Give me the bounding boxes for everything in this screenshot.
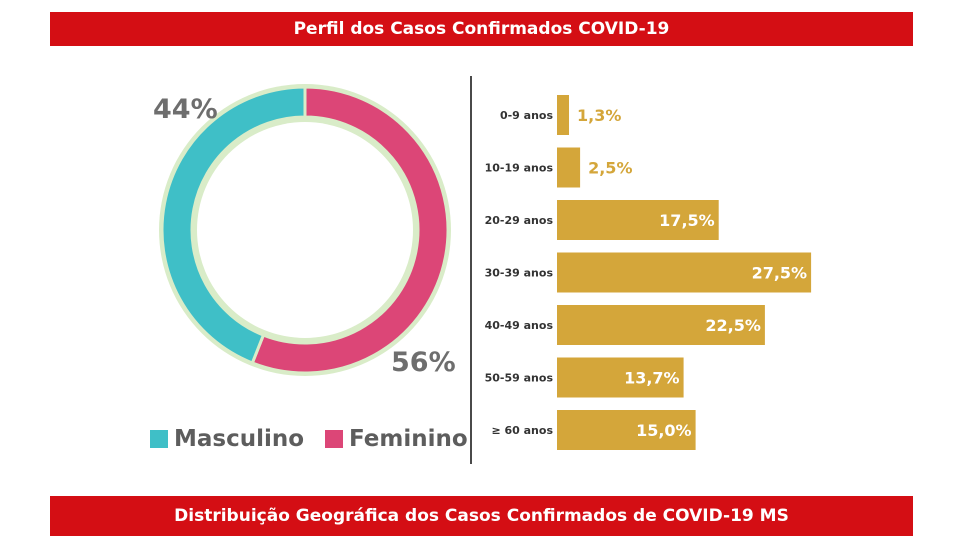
bar-value-label: 1,3% [577,106,621,125]
legend-label-feminino: Feminino [349,426,468,452]
header-banner: Perfil dos Casos Confirmados COVID-19 [50,12,913,46]
bar-value-label: 27,5% [752,264,808,283]
footer-banner: Distribuição Geográfica dos Casos Confir… [50,496,913,536]
donut-slice-feminino [250,85,450,375]
age-bar-chart: 0-9 anos 1,3% 10-19 anos 2,5% 20-29 anos 17,5… [485,95,812,450]
bar-category-label: 40-49 anos [485,319,554,332]
legend-item-feminino: Feminino [325,424,468,454]
age-bar [557,410,696,450]
age-bar [557,305,765,345]
bar-value-label: 13,7% [624,369,680,388]
bar-value-label: 15,0% [636,421,692,440]
header-title: Perfil dos Casos Confirmados COVID-19 [293,19,670,39]
bar-value-label: 17,5% [659,211,715,230]
bar-category-label: 50-59 anos [485,372,554,385]
footer-title: Distribuição Geográfica dos Casos Confir… [174,506,789,526]
bar-category-label: ≥ 60 anos [491,424,553,437]
feminino-percent-label: 56% [391,347,456,378]
bar-value-label: 22,5% [705,316,761,335]
age-bar [557,357,684,398]
age-bar [557,252,812,293]
bar-category-label: 10-19 anos [485,162,554,175]
gender-donut-chart [159,84,451,376]
masculino-percent-label: 44% [153,94,218,125]
legend-swatch-feminino [325,430,343,448]
age-bar [557,147,581,188]
bar-category-label: 30-39 anos [485,267,554,280]
age-bar [557,200,719,240]
age-bar [557,95,570,135]
bar-category-label: 20-29 anos [485,214,554,227]
legend-swatch-masculino [150,430,168,448]
donut-hole [197,122,413,338]
legend-label-masculino: Masculino [174,426,305,452]
donut-slice-masculino [160,85,307,365]
bar-value-label: 2,5% [588,159,632,178]
chart-divider [470,76,472,464]
legend-item-masculino: Masculino [150,424,304,454]
bar-category-label: 0-9 anos [500,109,554,122]
